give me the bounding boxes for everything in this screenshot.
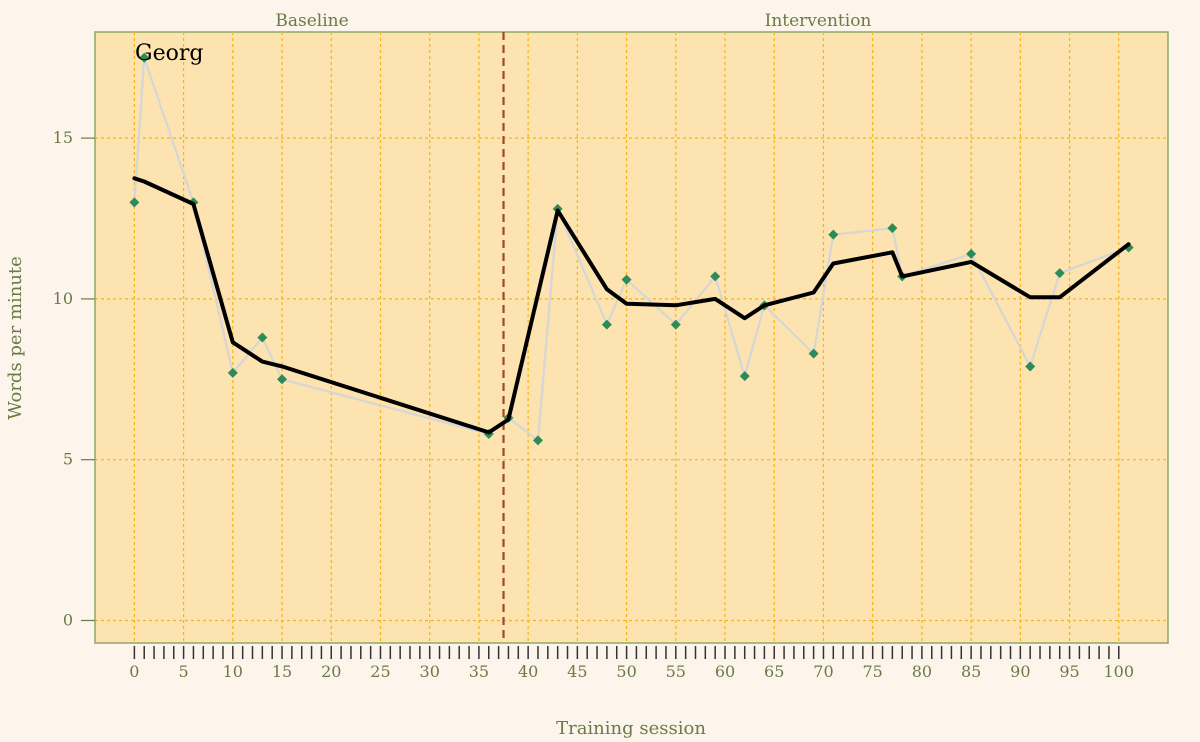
data-point	[1054, 268, 1065, 279]
data-point	[710, 271, 721, 282]
x-tick-label: 15	[272, 662, 292, 681]
x-tick-label: 25	[370, 662, 390, 681]
y-tick-label: 0	[63, 610, 73, 629]
x-tick-label: 35	[469, 662, 489, 681]
data-point	[739, 371, 750, 382]
data-point	[808, 348, 819, 359]
x-tick-label: 70	[813, 662, 833, 681]
x-tick-label: 30	[420, 662, 440, 681]
x-tick-label: 45	[567, 662, 587, 681]
x-tick-label: 60	[715, 662, 735, 681]
x-tick-label: 65	[764, 662, 784, 681]
x-tick-label: 75	[862, 662, 882, 681]
data-point	[670, 319, 681, 330]
data-point	[257, 332, 268, 343]
x-tick-label: 50	[616, 662, 636, 681]
x-tick-label: 0	[129, 662, 139, 681]
data-point	[129, 197, 140, 208]
data-point	[227, 367, 238, 378]
x-tick-label: 55	[666, 662, 686, 681]
y-axis-title: Words per minute	[5, 256, 26, 420]
data-point	[601, 319, 612, 330]
data-point	[1025, 361, 1036, 372]
plot-background	[94, 31, 1169, 644]
y-tick-label: 5	[63, 450, 73, 469]
data-point	[277, 374, 288, 385]
x-axis-title: Training session	[556, 718, 706, 739]
data-point	[966, 248, 977, 259]
data-point	[828, 229, 839, 240]
grid-lines	[95, 32, 1168, 643]
data-point	[532, 435, 543, 446]
data-point	[887, 223, 898, 234]
x-tick-label: 95	[1059, 662, 1079, 681]
y-axis: 0 5 10 15	[53, 128, 95, 629]
phase-label-baseline: Baseline	[275, 11, 348, 31]
x-tick-label: 5	[179, 662, 189, 681]
x-tick-label: 20	[321, 662, 341, 681]
smoothed-line	[132, 176, 1131, 435]
data-series	[129, 52, 1134, 446]
x-tick-label: 10	[223, 662, 243, 681]
x-tick-label: 90	[1010, 662, 1030, 681]
data-point	[139, 52, 150, 63]
x-tick-label: 100	[1104, 662, 1135, 681]
phase-label-intervention: Intervention	[765, 11, 872, 31]
case-label: Georg	[135, 41, 203, 66]
y-tick-label: 15	[53, 128, 73, 147]
y-tick-label: 10	[53, 289, 73, 308]
plot-panel	[94, 31, 1169, 644]
x-tick-label: 80	[912, 662, 932, 681]
x-axis: 0 5 10 15 20 25 30 35 40 45 50 55 60 65 70 75 80 85 90 95 10…	[129, 646, 1134, 681]
x-tick-label: 85	[961, 662, 981, 681]
data-point	[621, 274, 632, 285]
x-tick-label: 40	[518, 662, 538, 681]
